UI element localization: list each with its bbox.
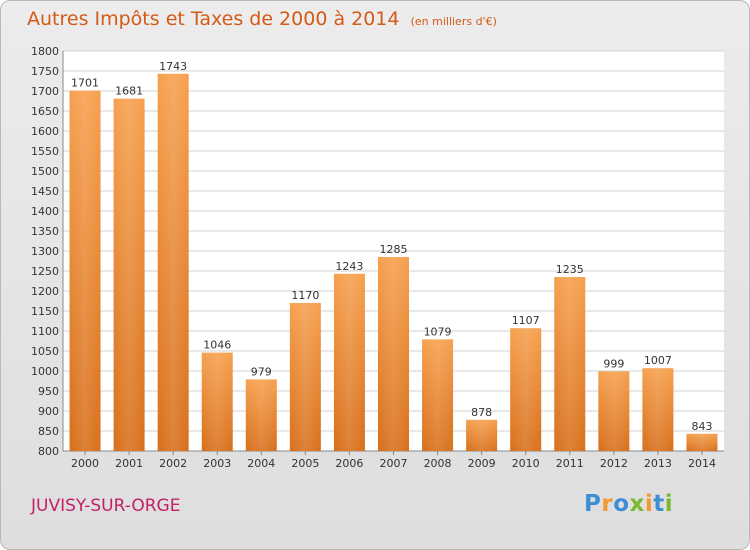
x-tick-label: 2001	[115, 457, 143, 470]
y-tick-label: 1400	[31, 205, 59, 218]
bar-highlight	[598, 371, 630, 451]
y-tick-label: 1150	[31, 305, 59, 318]
y-tick-label: 1600	[31, 125, 59, 138]
chart-title-main: Autres Impôts et Taxes de 2000 à 2014	[27, 8, 400, 30]
x-tick-label: 2011	[556, 457, 584, 470]
bar-value-label: 999	[603, 357, 624, 370]
bar-highlight	[201, 352, 233, 451]
bar-highlight	[466, 419, 498, 451]
bar-value-label: 1243	[335, 260, 363, 273]
y-tick-label: 1350	[31, 225, 59, 238]
y-tick-label: 1500	[31, 165, 59, 178]
y-tick-label: 950	[38, 385, 59, 398]
bar-value-label: 1285	[380, 243, 408, 256]
x-tick-label: 2014	[688, 457, 716, 470]
y-tick-label: 1100	[31, 325, 59, 338]
bar-highlight	[378, 257, 409, 451]
city-name: JUVISY-SUR-ORGE	[31, 496, 181, 516]
bar-highlight	[510, 328, 542, 451]
y-tick-label: 1750	[31, 65, 59, 78]
y-tick-label: 1300	[31, 245, 59, 258]
bar-highlight	[333, 273, 365, 451]
y-tick-label: 1000	[31, 365, 59, 378]
bar-highlight	[289, 303, 321, 451]
bar-highlight	[422, 339, 454, 451]
x-tick-label: 2013	[644, 457, 672, 470]
y-tick-label: 1800	[31, 45, 59, 58]
bar-highlight	[113, 98, 145, 451]
x-tick-label: 2007	[380, 457, 408, 470]
y-tick-label: 1700	[31, 85, 59, 98]
y-tick-label: 800	[38, 445, 59, 458]
x-tick-label: 2004	[247, 457, 275, 470]
y-tick-label: 1050	[31, 345, 59, 358]
y-tick-label: 850	[38, 425, 59, 438]
x-tick-label: 2009	[468, 457, 496, 470]
bar-value-label: 878	[471, 406, 492, 419]
bar-value-label: 979	[251, 365, 272, 378]
y-tick-label: 1650	[31, 105, 59, 118]
bar-highlight	[686, 433, 718, 451]
bar-value-label: 1007	[644, 354, 672, 367]
x-tick-label: 2005	[291, 457, 319, 470]
chart-title: Autres Impôts et Taxes de 2000 à 2014 (e…	[27, 8, 497, 30]
y-tick-label: 900	[38, 405, 59, 418]
bar-highlight	[157, 73, 189, 452]
x-tick-label: 2003	[203, 457, 231, 470]
x-tick-label: 2012	[600, 457, 628, 470]
bar-value-label: 1079	[424, 325, 452, 338]
bar-value-label: 843	[691, 420, 712, 433]
bar-value-label: 1170	[291, 289, 319, 302]
chart-title-unit: (en milliers d'€)	[410, 15, 497, 28]
bar-highlight	[642, 368, 674, 451]
bar-value-label: 1046	[203, 339, 231, 352]
bar-value-label: 1681	[115, 85, 143, 98]
bar-value-label: 1743	[159, 60, 187, 73]
x-tick-label: 2008	[424, 457, 452, 470]
y-tick-label: 1250	[31, 265, 59, 278]
bar-highlight	[245, 379, 277, 451]
x-tick-label: 2000	[71, 457, 99, 470]
y-tick-label: 1200	[31, 285, 59, 298]
x-tick-label: 2010	[512, 457, 540, 470]
bar-value-label: 1701	[71, 77, 99, 90]
proxiti-logo: Proxiti	[584, 491, 674, 517]
y-tick-label: 1450	[31, 185, 59, 198]
bar-value-label: 1235	[556, 263, 584, 276]
bar-highlight	[69, 90, 101, 451]
bar-highlight	[554, 277, 586, 451]
bar-value-label: 1107	[512, 314, 540, 327]
x-tick-label: 2002	[159, 457, 187, 470]
x-tick-label: 2006	[335, 457, 363, 470]
y-tick-label: 1550	[31, 145, 59, 158]
